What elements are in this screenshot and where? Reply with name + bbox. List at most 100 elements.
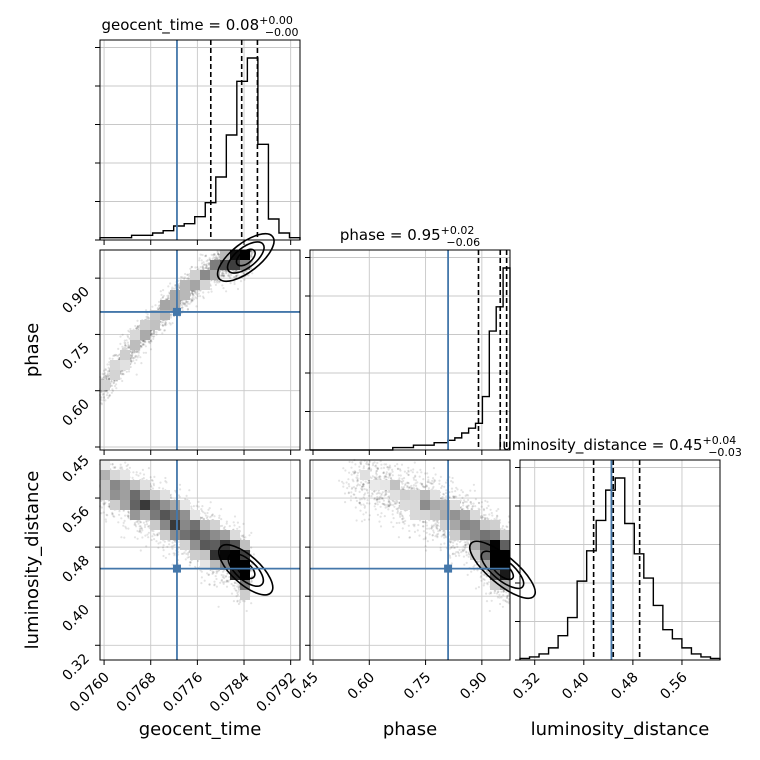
sample-point: [142, 340, 145, 343]
sample-point: [191, 290, 194, 293]
sample-point: [126, 346, 129, 349]
sample-point: [104, 374, 107, 377]
sample-point: [191, 293, 194, 296]
sample-point: [136, 356, 139, 359]
sample-point: [150, 334, 153, 338]
sample-point: [221, 270, 225, 273]
sample-point: [147, 525, 150, 528]
sample-point: [207, 508, 210, 511]
sample-point: [149, 338, 152, 341]
sample-point: [191, 297, 194, 300]
sample-point: [247, 274, 250, 277]
sample-point: [113, 380, 116, 383]
sample-point: [121, 372, 124, 375]
sample-point: [238, 601, 242, 604]
sample-point: [136, 326, 139, 329]
sample-point: [101, 372, 104, 375]
sample-point: [124, 525, 127, 528]
sample-point: [142, 340, 145, 343]
sample-point: [122, 521, 125, 525]
sample-point: [185, 300, 188, 303]
sample-point: [169, 314, 172, 317]
sample-point: [215, 256, 218, 260]
sample-point: [107, 375, 110, 378]
sample-point: [170, 313, 173, 316]
sample-point: [104, 390, 107, 393]
sample-point: [225, 290, 228, 293]
sample-point: [129, 357, 132, 360]
sample-point: [163, 329, 167, 332]
sample-point: [212, 254, 215, 257]
sample-point: [190, 265, 193, 268]
sample-point: [107, 366, 110, 369]
sample-point: [121, 333, 124, 336]
sample-point: [137, 328, 140, 331]
sample-point: [190, 290, 193, 293]
sample-point: [142, 343, 145, 346]
sample-point: [236, 287, 240, 291]
sample-point: [158, 300, 161, 303]
sample-point: [128, 346, 131, 349]
sample-point: [208, 257, 211, 260]
sample-point: [136, 325, 139, 328]
sample-point: [164, 321, 167, 324]
sample-point: [117, 357, 120, 360]
sample-point: [162, 554, 165, 558]
sample-point: [233, 581, 236, 585]
sample-point: [141, 536, 144, 539]
sample-point: [153, 475, 156, 478]
sample-point: [207, 291, 210, 294]
sample-point: [147, 316, 150, 319]
sample-point: [213, 580, 216, 583]
sample-point: [130, 360, 133, 363]
sample-point: [168, 322, 171, 325]
sample-point: [147, 317, 150, 320]
sample-point: [100, 377, 103, 380]
sample-point: [110, 380, 113, 383]
sample-point: [126, 341, 129, 344]
sample-point: [121, 379, 124, 383]
sample-point: [129, 356, 132, 359]
sample-point: [163, 323, 167, 326]
sample-point: [222, 274, 225, 277]
sample-point: [206, 259, 209, 262]
sample-point: [177, 283, 180, 286]
sample-point: [105, 376, 108, 379]
sample-point: [225, 585, 229, 588]
sample-point: [122, 509, 125, 512]
sample-point: [205, 266, 208, 269]
sample-point: [124, 344, 127, 347]
sample-point: [200, 576, 203, 579]
sample-point: [139, 525, 142, 528]
sample-point: [221, 272, 224, 275]
sample-point: [105, 513, 108, 516]
sample-point: [101, 393, 104, 396]
sample-point: [108, 394, 112, 397]
sample-point: [102, 395, 105, 398]
sample-point: [166, 294, 169, 297]
sample-point: [187, 277, 190, 280]
sample-point: [192, 290, 195, 293]
sample-point: [150, 333, 153, 336]
sample-point: [135, 471, 138, 474]
sample-point: [201, 265, 204, 268]
sample-point: [108, 395, 111, 398]
sample-point: [201, 253, 204, 257]
sample-point: [124, 344, 127, 347]
sample-point: [203, 263, 206, 266]
sample-point: [127, 370, 131, 373]
sample-point: [108, 502, 111, 505]
sample-point: [171, 286, 174, 289]
sample-point: [182, 303, 185, 306]
sample-point: [161, 546, 165, 549]
sample-point: [152, 335, 155, 338]
sample-point: [171, 322, 174, 325]
sample-point: [153, 538, 156, 541]
sample-point: [149, 340, 152, 343]
sample-point: [106, 391, 109, 394]
sample-point: [213, 253, 216, 257]
sample-point: [234, 269, 237, 272]
sample-point: [136, 351, 139, 354]
sample-point: [100, 396, 103, 399]
